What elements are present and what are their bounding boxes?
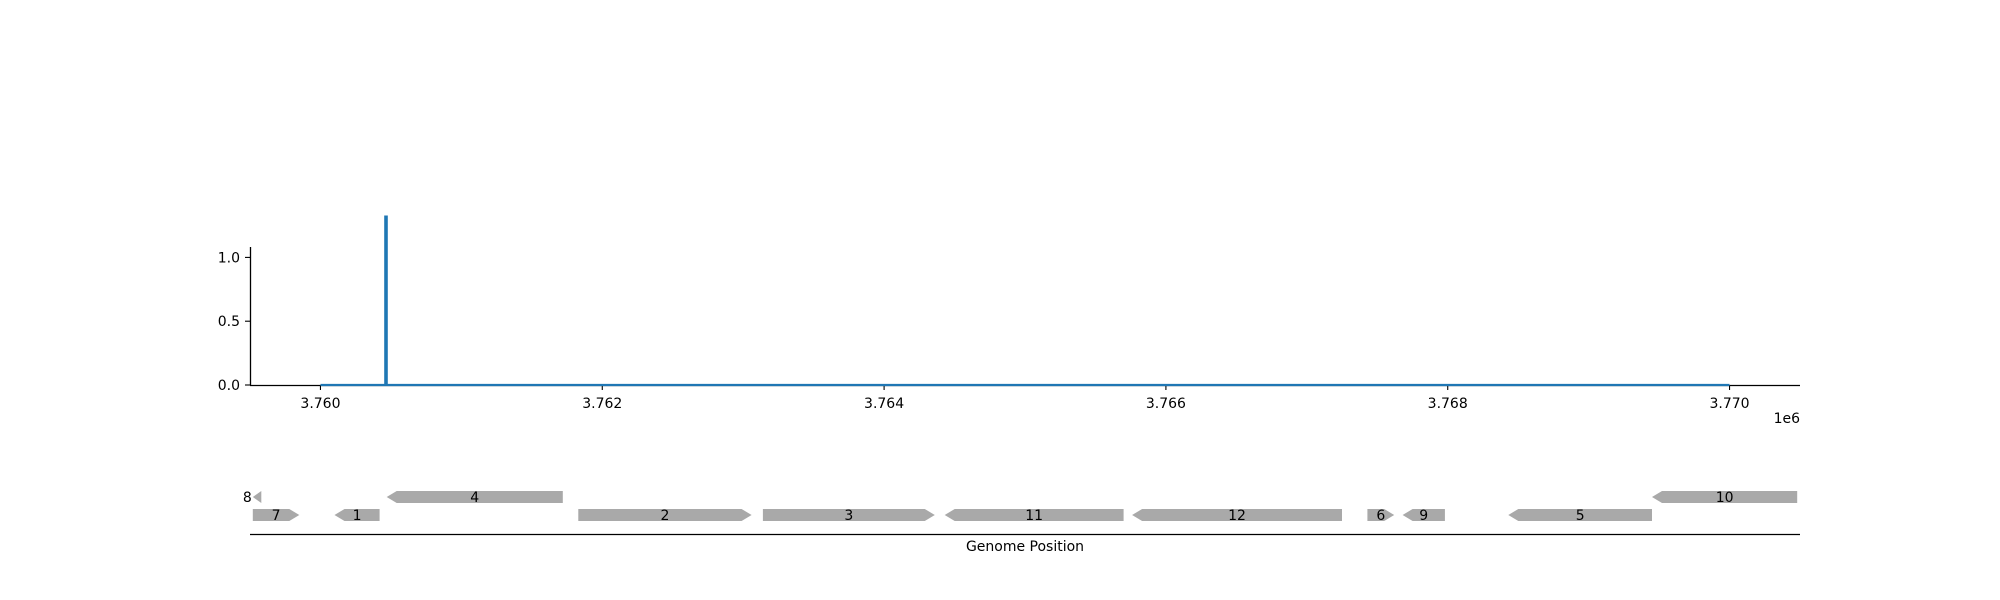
gene-track: 8 7 1 4 2 3 11 12 6 9 5 10 Genome Position	[243, 490, 1800, 555]
x-ticks: 3.760 3.762 3.764 3.766 3.768 3.770	[300, 385, 1750, 412]
x-tick-label: 3.766	[1146, 396, 1186, 412]
gene-arrow-1	[334, 509, 380, 521]
gene-arrow-11	[944, 509, 1124, 521]
coverage-plot: 0.0 0.5 1.0 3.760 3.762 3.764 3.766 3.768 3.770…	[218, 215, 1801, 427]
gene-label-12: 12	[1228, 508, 1246, 524]
gene-arrow-7	[252, 509, 300, 521]
x-tick-label: 3.768	[1428, 396, 1468, 412]
y-tick-label: 0.5	[218, 314, 240, 330]
y-ticks: 0.0 0.5 1.0	[218, 250, 250, 394]
gene-label-7: 7	[272, 508, 281, 524]
gene-label-5: 5	[1576, 508, 1585, 524]
gene-label-8: 8	[243, 490, 252, 506]
coverage-line	[320, 215, 1730, 387]
gene-arrow-2	[578, 509, 752, 521]
gene-label-2: 2	[661, 508, 670, 524]
gene-arrow-12	[1132, 509, 1342, 521]
x-tick-label: 3.762	[582, 396, 622, 412]
x-tick-label: 3.760	[300, 396, 340, 412]
gene-label-11: 11	[1025, 508, 1043, 524]
gene-track-xlabel: Genome Position	[966, 539, 1084, 555]
gene-arrow-6	[1367, 509, 1395, 521]
gene-arrow-3	[762, 509, 935, 521]
x-tick-label: 3.770	[1709, 396, 1749, 412]
gene-arrow-4	[386, 491, 563, 503]
x-tick-label: 3.764	[864, 396, 904, 412]
gene-label-6: 6	[1376, 508, 1385, 524]
x-offset-label: 1e6	[1774, 411, 1801, 427]
gene-arrow-9	[1402, 509, 1445, 521]
gene-label-3: 3	[844, 508, 853, 524]
genes: 8 7 1 4 2 3 11 12 6 9 5 10	[243, 490, 1798, 524]
gene-label-9: 9	[1419, 508, 1428, 524]
gene-arrow-10	[1652, 491, 1798, 503]
gene-arrow-8	[252, 491, 262, 503]
y-tick-label: 1.0	[218, 250, 240, 266]
gene-label-10: 10	[1716, 490, 1734, 506]
y-tick-label: 0.0	[218, 378, 240, 394]
gene-arrow-5	[1508, 509, 1652, 521]
gene-label-1: 1	[353, 508, 362, 524]
gene-label-4: 4	[470, 490, 479, 506]
